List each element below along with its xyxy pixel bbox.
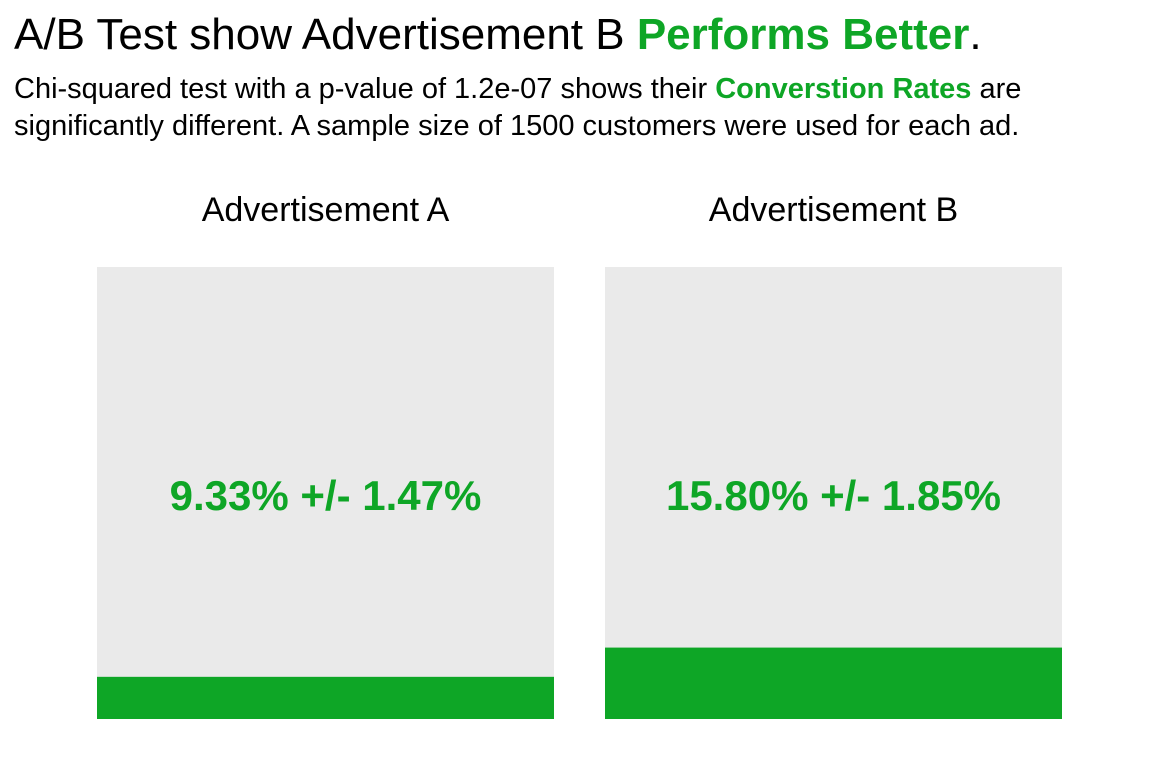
subtitle-line-1: Chi-squared test with a p-value of 1.2e-… [14,71,1144,108]
title-prefix: A/B Test show Advertisement B [14,10,625,59]
title-highlight: Performs Better [636,10,970,59]
subtitle-highlight: Converstion Rates [715,73,972,105]
bar-panel-a [97,267,554,719]
bar-panel-b [605,267,1062,719]
bar-a [97,676,554,719]
subtitle-line1-suffix: are [979,73,1022,105]
category-label-a: Advertisement A [202,191,450,229]
bar-b [605,647,1062,719]
value-label-a: 9.33% +/- 1.47% [170,472,482,519]
page-subtitle: Chi-squared test with a p-value of 1.2e-… [14,71,1144,145]
value-label-b: 15.80% +/- 1.85% [666,472,1001,519]
subtitle-line1-prefix: Chi-squared test with a p-value of 1.2e-… [14,73,708,105]
subtitle-line-2: significantly different. A sample size o… [14,110,1020,142]
page-title: A/B Test show Advertisement B Performs B… [14,6,982,64]
category-label-b: Advertisement B [709,191,958,229]
title-suffix: . [969,10,982,59]
